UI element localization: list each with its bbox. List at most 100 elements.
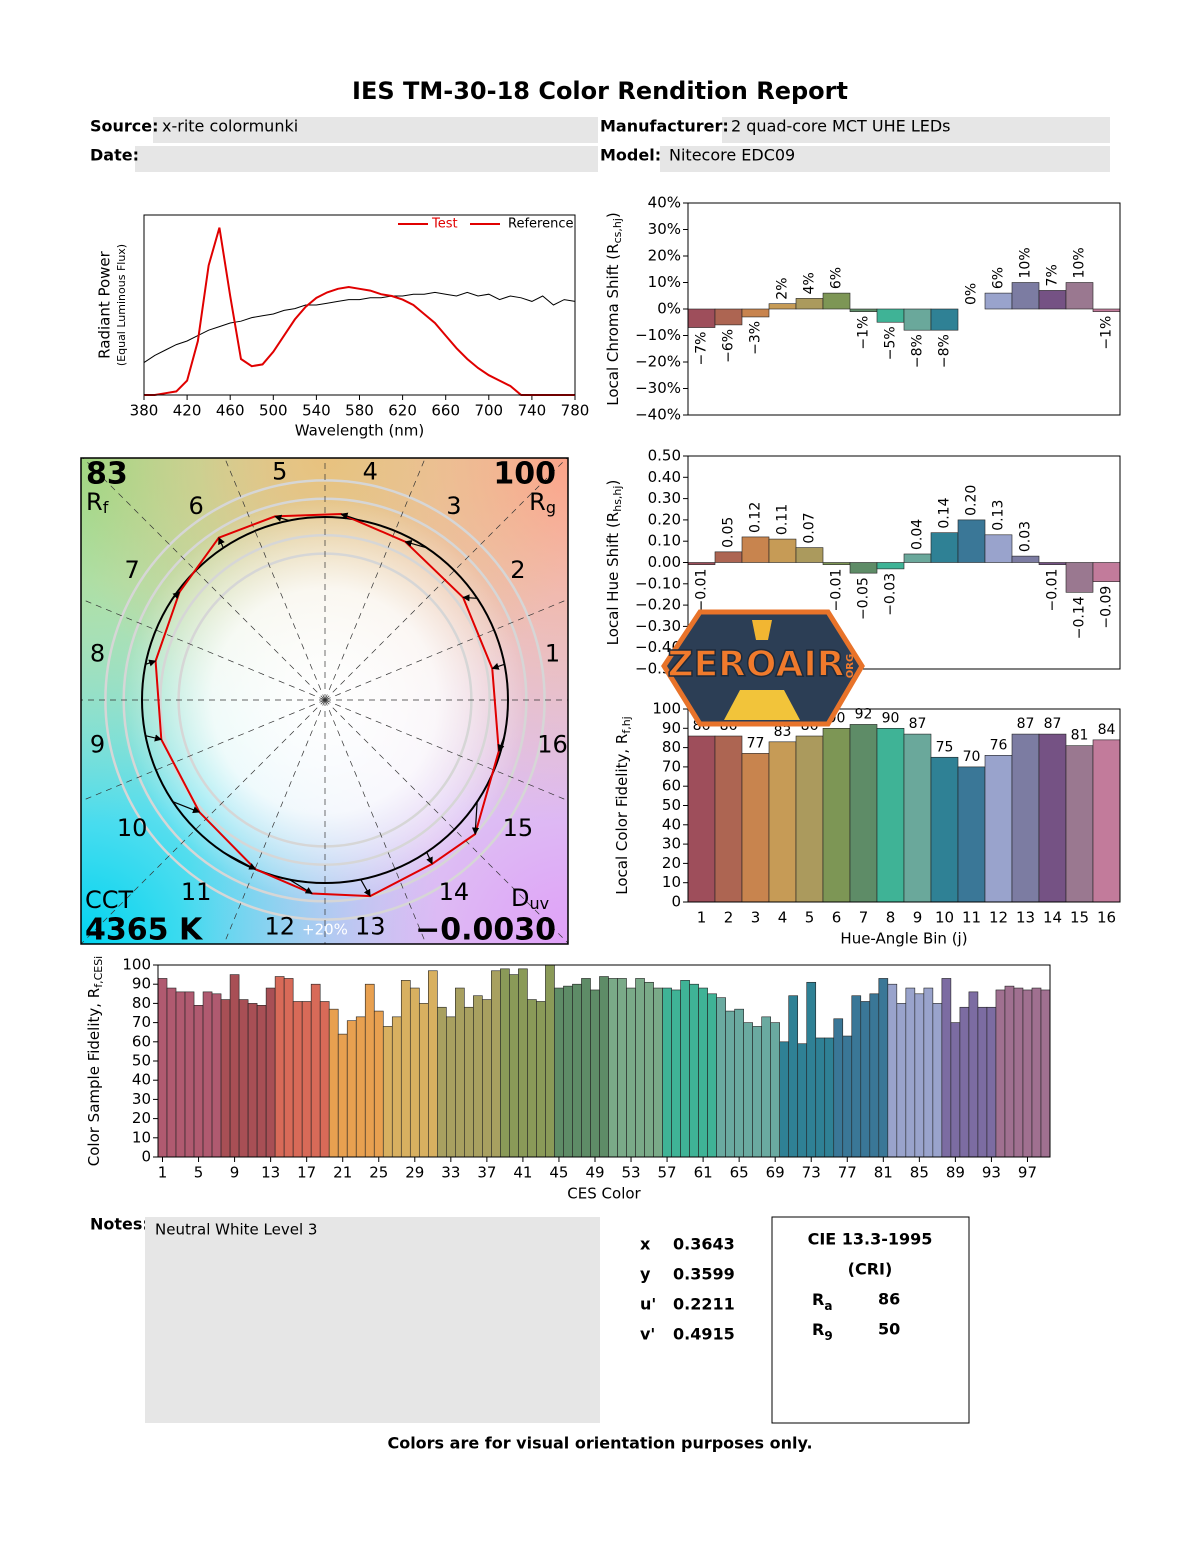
- y-tick-label: 80: [662, 738, 681, 756]
- bin-boundary: [324, 699, 427, 944]
- y-tick-label: −40%: [635, 406, 681, 424]
- bar: [869, 993, 880, 1158]
- scale-label: +20%: [302, 921, 348, 939]
- bar: [662, 987, 672, 1158]
- bar: [689, 983, 699, 1158]
- series-line: [144, 227, 575, 396]
- y-tick-label: 0: [141, 1148, 151, 1166]
- watermark-road: [724, 690, 800, 720]
- value-label: −0.03: [883, 573, 899, 616]
- bar: [741, 308, 770, 318]
- y-tick-label: −0.40: [635, 638, 681, 656]
- bar: [1092, 562, 1121, 582]
- shift-arrow: [471, 801, 480, 835]
- bar: [851, 995, 862, 1158]
- chromaticity-label: v': [640, 1325, 655, 1344]
- y-tick-label: 10%: [648, 273, 681, 291]
- y-tick-label: −30%: [635, 379, 681, 397]
- bar: [482, 999, 492, 1158]
- bin-label: 16: [537, 730, 568, 758]
- x-tick-label: 460: [216, 402, 245, 420]
- x-tick-label: 33: [441, 1164, 460, 1182]
- field-box: [722, 117, 1110, 143]
- y-tick-label: 0%: [657, 300, 681, 318]
- y-tick-label: 90: [662, 719, 681, 737]
- y-tick-label: 80: [132, 994, 151, 1012]
- bar: [887, 983, 898, 1158]
- bar: [903, 308, 932, 331]
- bar: [1013, 987, 1024, 1158]
- bar: [500, 968, 510, 1158]
- value-label: 90: [882, 710, 900, 726]
- bar: [806, 981, 817, 1158]
- x-tick-label: 8: [886, 909, 896, 927]
- value-label: 0.04: [910, 519, 926, 550]
- x-tick-label: 85: [910, 1164, 929, 1182]
- y-tick-label: 30%: [648, 220, 681, 238]
- bar: [768, 741, 797, 903]
- axis-label: Local Chroma Shift (Rcs,hj): [604, 212, 625, 406]
- scale-circle: [104, 479, 546, 921]
- shift-arrow: [145, 659, 157, 667]
- bar: [761, 1016, 771, 1158]
- shift-arrow: [172, 801, 201, 814]
- bar: [373, 1010, 384, 1158]
- x-tick-label: 15: [1070, 909, 1089, 927]
- x-tick-label: 14: [1043, 909, 1062, 927]
- x-tick-label: 61: [694, 1164, 713, 1182]
- bar: [698, 987, 708, 1158]
- value-label: −0.14: [1072, 596, 1088, 639]
- watermark: ZEROAIR ORG: [661, 609, 865, 727]
- cri-index-sub: 9: [824, 1329, 832, 1343]
- value-label: −0.01: [694, 569, 710, 612]
- y-tick-label: 0.20: [648, 510, 681, 528]
- value-label: −0.01: [1045, 569, 1061, 612]
- shift-arrow: [491, 662, 505, 670]
- bar: [1092, 308, 1121, 312]
- bar: [714, 551, 743, 563]
- x-tick-label: 620: [388, 402, 417, 420]
- bar: [905, 987, 916, 1158]
- bar: [860, 1001, 871, 1158]
- shift-arrow: [274, 514, 290, 522]
- bin-label: 13: [355, 913, 386, 941]
- x-tick-label: 45: [549, 1164, 568, 1182]
- bar: [1065, 745, 1094, 903]
- value-label: 0.14: [937, 497, 953, 528]
- notes-text: Neutral White Level 3: [155, 1221, 317, 1239]
- x-tick-label: 69: [766, 1164, 785, 1182]
- reference-circle: [141, 516, 509, 884]
- watermark-icon: [752, 620, 772, 640]
- value-label: 6%: [991, 267, 1007, 289]
- value-label: 83: [774, 724, 792, 740]
- shift-arrow: [172, 591, 181, 600]
- value-label: −1%: [1099, 316, 1115, 350]
- x-tick-label: 17: [297, 1164, 316, 1182]
- notes-label: Notes:: [90, 1215, 149, 1234]
- bar: [1038, 562, 1067, 565]
- bar: [824, 1037, 835, 1158]
- bar: [903, 733, 932, 903]
- x-tick-label: 7: [859, 909, 869, 927]
- bar: [310, 983, 321, 1158]
- bar: [364, 983, 375, 1158]
- value-label: 0.07: [802, 512, 818, 543]
- plot-area: [144, 215, 575, 395]
- duv-value: −0.0030: [415, 913, 556, 948]
- bar: [930, 532, 959, 563]
- x-tick-label: 660: [431, 402, 460, 420]
- chromaticity-value: 0.3643: [673, 1235, 735, 1254]
- bar: [292, 1001, 303, 1158]
- bar: [714, 735, 743, 903]
- x-tick-label: 13: [1016, 909, 1035, 927]
- x-tick-label: 3: [751, 909, 761, 927]
- bar: [265, 987, 276, 1158]
- bar: [743, 1022, 753, 1158]
- bar: [876, 727, 905, 903]
- bar: [1065, 282, 1094, 310]
- value-label: 2%: [775, 277, 791, 299]
- bar: [157, 978, 168, 1158]
- y-tick-label: 70: [132, 1013, 151, 1031]
- x-tick-label: 10: [935, 909, 954, 927]
- bin-boundary: [81, 699, 326, 944]
